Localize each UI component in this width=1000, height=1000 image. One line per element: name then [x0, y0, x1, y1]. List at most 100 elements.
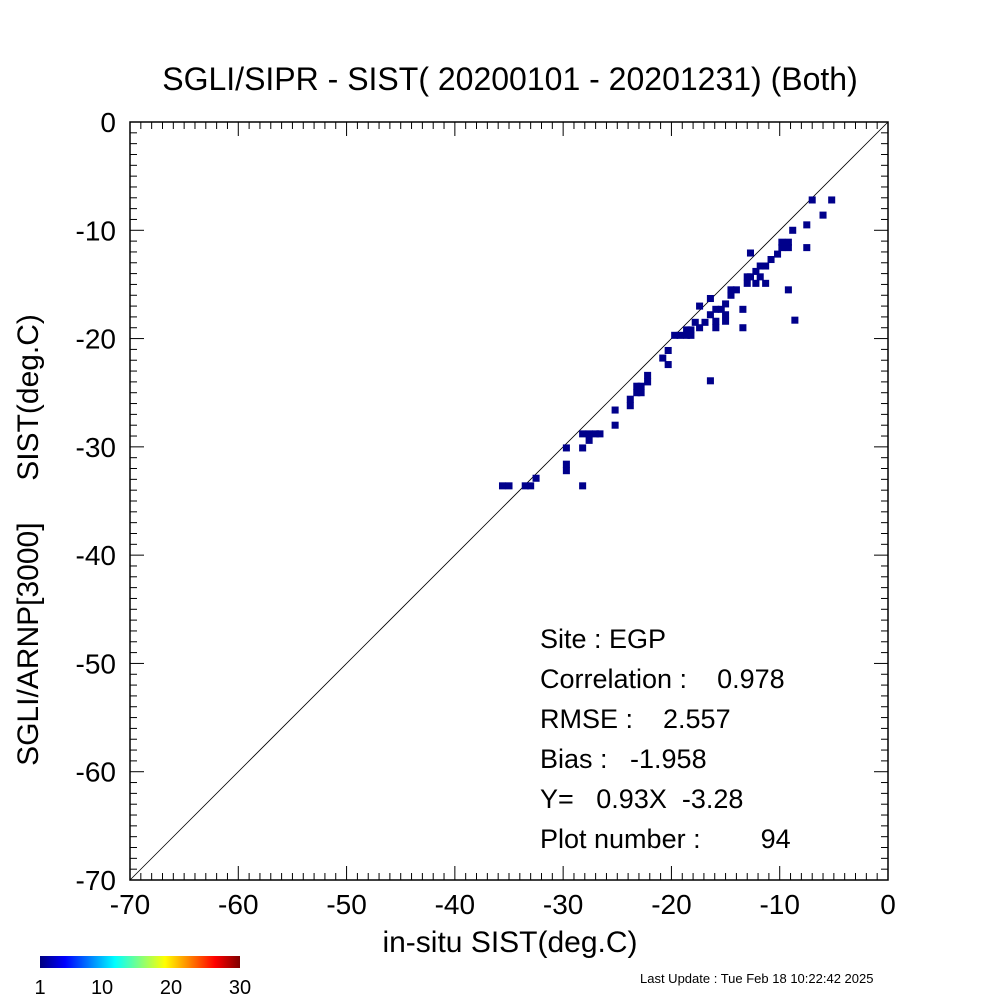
data-point	[637, 389, 645, 397]
data-points	[498, 196, 836, 490]
data-point	[739, 305, 747, 313]
x-tick-label: -30	[543, 889, 583, 920]
plot-area: -70 -60 -50 -40 -30 -20 -10 0 0 -10 -20 -30 -40 -50 -…	[76, 107, 896, 920]
data-point	[803, 221, 811, 229]
x-tick-label: -10	[759, 889, 799, 920]
data-point	[808, 196, 816, 204]
data-point	[791, 316, 799, 324]
x-tick-label: -40	[435, 889, 475, 920]
data-point	[562, 460, 570, 468]
data-point	[611, 421, 619, 429]
data-point	[585, 436, 593, 444]
data-point	[752, 267, 760, 275]
data-point	[706, 377, 714, 385]
data-point	[739, 324, 747, 332]
x-tick-label: -70	[110, 889, 150, 920]
data-point	[671, 331, 679, 339]
y-axis-label: SGLI/ARNP[3000] SIST(deg.C)	[12, 314, 45, 766]
data-point	[687, 326, 695, 334]
stats-box: Site : EGP Correlation : 0.978 RMSE : 2.…	[540, 624, 791, 854]
data-point	[592, 430, 600, 438]
y-tick-label: -30	[76, 432, 116, 463]
data-point	[562, 444, 570, 452]
colorbar-label: 20	[160, 977, 182, 999]
y-tick-label: -70	[76, 865, 116, 896]
data-point	[722, 300, 730, 308]
data-point	[683, 326, 691, 334]
data-point	[637, 382, 645, 390]
stats-bias: Bias : -1.958	[540, 744, 707, 774]
y-tick-label: -20	[76, 324, 116, 355]
data-point	[585, 430, 593, 438]
data-point	[784, 244, 792, 252]
x-tick-label: -50	[326, 889, 366, 920]
data-point	[722, 311, 730, 319]
one-to-one-line	[129, 121, 889, 881]
data-point	[712, 317, 720, 325]
data-point	[756, 262, 764, 270]
data-point	[596, 430, 604, 438]
data-point	[664, 361, 672, 369]
data-point	[722, 317, 730, 325]
data-point	[756, 273, 764, 281]
colorbar-label: 1	[34, 977, 45, 999]
data-point	[784, 286, 792, 294]
stats-site: Site : EGP	[540, 624, 666, 654]
y-tick-label: 0	[100, 107, 116, 138]
data-point	[828, 196, 836, 204]
data-point	[521, 482, 529, 490]
colorbar-labels: 1 10 20 30	[34, 977, 251, 999]
x-axis-ticks: -70 -60 -50 -40 -30 -20 -10 0	[110, 889, 896, 920]
data-point	[505, 482, 513, 490]
data-point	[746, 249, 754, 257]
colorbar-gradient	[40, 956, 240, 968]
data-point	[701, 318, 709, 326]
data-point	[778, 244, 786, 252]
data-point	[727, 291, 735, 299]
data-point	[732, 286, 740, 294]
x-tick-label: -20	[651, 889, 691, 920]
x-axis-label: in-situ SIST(deg.C)	[382, 926, 637, 959]
data-point	[532, 474, 540, 482]
data-point	[746, 273, 754, 281]
last-update: Last Update : Tue Feb 18 10:22:42 2025	[640, 971, 873, 986]
y-tick-label: -60	[76, 757, 116, 788]
y-tick-label: -50	[76, 648, 116, 679]
data-point	[683, 331, 691, 339]
data-point	[803, 244, 811, 252]
data-point	[633, 389, 641, 397]
stats-plot-number: Plot number : 94	[540, 824, 791, 854]
data-point	[762, 262, 770, 270]
data-point	[659, 354, 667, 362]
chart-title: SGLI/SIPR - SIST( 20200101 - 20201231) (…	[162, 61, 857, 97]
y-axis-ticks: 0 -10 -20 -30 -40 -50 -60 -70	[76, 107, 116, 896]
data-point	[579, 482, 587, 490]
stats-equation: Y= 0.93X -3.28	[540, 784, 743, 814]
colorbar-label: 30	[229, 977, 251, 999]
data-point	[687, 331, 695, 339]
data-point	[562, 467, 570, 475]
data-point	[752, 279, 760, 287]
y-tick-label: -10	[76, 215, 116, 246]
colorbar-label: 10	[91, 977, 113, 999]
data-point	[644, 378, 652, 386]
data-point	[819, 211, 827, 219]
data-point	[696, 302, 704, 310]
data-point	[633, 382, 641, 390]
data-point	[712, 324, 720, 332]
data-point	[527, 482, 535, 490]
stats-rmse: RMSE : 2.557	[540, 704, 731, 734]
colorbar: 1 10 20 30	[34, 956, 251, 999]
data-point	[626, 402, 634, 410]
data-point	[611, 406, 619, 414]
minor-ticks	[129, 121, 889, 881]
y-tick-label: -40	[76, 540, 116, 571]
data-point	[498, 482, 507, 490]
data-point	[676, 331, 684, 339]
data-point	[579, 430, 587, 438]
data-point	[696, 324, 704, 332]
data-point	[712, 305, 720, 313]
data-point	[691, 318, 699, 326]
data-point	[706, 294, 714, 303]
